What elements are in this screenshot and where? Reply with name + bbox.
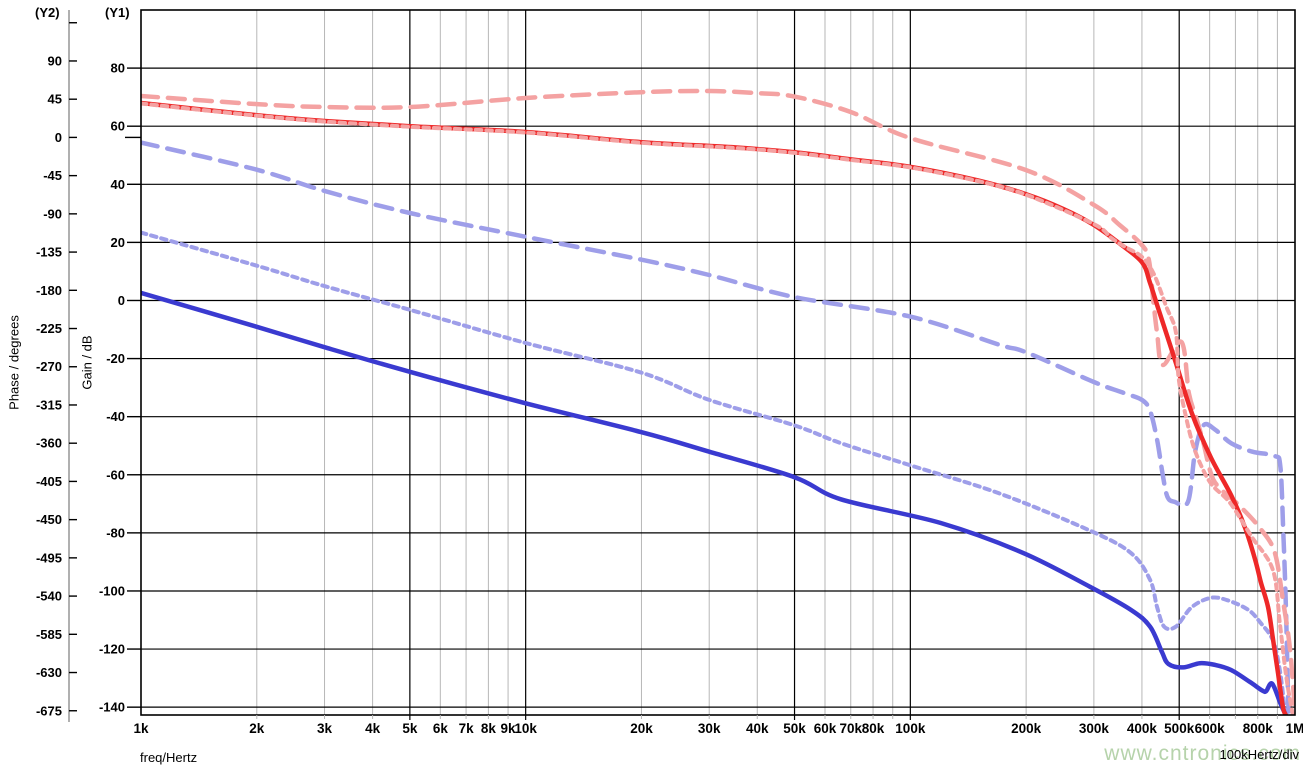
svg-text:3k: 3k xyxy=(317,721,333,736)
y1-axis-ticks xyxy=(127,67,141,708)
svg-text:80: 80 xyxy=(111,61,125,76)
svg-text:20: 20 xyxy=(111,235,125,250)
x-axis-title: freq/Hertz xyxy=(140,750,198,765)
svg-text:40k: 40k xyxy=(746,721,769,736)
svg-text:-225: -225 xyxy=(36,321,62,336)
svg-text:100k: 100k xyxy=(895,721,926,736)
curve-phase-dashed xyxy=(141,140,1291,714)
svg-text:-360: -360 xyxy=(36,436,62,451)
svg-text:60: 60 xyxy=(111,119,125,134)
y1-axis-header: (Y1) xyxy=(105,5,130,20)
y1-tick-labels: 80 60 40 20 0 -20 -40 -60 -80 -100 -120 -140 xyxy=(99,61,125,715)
svg-text:-40: -40 xyxy=(106,409,125,424)
svg-text:-405: -405 xyxy=(36,474,62,489)
svg-text:-140: -140 xyxy=(99,700,125,715)
svg-text:1M: 1M xyxy=(1286,721,1303,736)
svg-text:-90: -90 xyxy=(43,206,62,221)
svg-text:-630: -630 xyxy=(36,665,62,680)
y2-axis-ticks xyxy=(69,22,77,712)
svg-text:-45: -45 xyxy=(43,168,62,183)
svg-text:10k: 10k xyxy=(514,721,537,736)
svg-text:9k: 9k xyxy=(501,721,517,736)
svg-text:-120: -120 xyxy=(99,642,125,657)
svg-text:5k: 5k xyxy=(402,721,418,736)
svg-text:6k: 6k xyxy=(433,721,449,736)
curve-phase-dotted xyxy=(141,230,1287,712)
svg-text:600k: 600k xyxy=(1195,721,1226,736)
curves-layer xyxy=(141,88,1295,715)
plot-border xyxy=(140,9,1296,716)
svg-text:-495: -495 xyxy=(36,550,62,565)
svg-text:-540: -540 xyxy=(36,589,62,604)
svg-text:-675: -675 xyxy=(36,703,62,718)
svg-text:800k: 800k xyxy=(1243,721,1274,736)
svg-text:60k: 60k xyxy=(814,721,837,736)
svg-text:-180: -180 xyxy=(36,283,62,298)
svg-text:-585: -585 xyxy=(36,627,62,642)
svg-text:400k: 400k xyxy=(1127,721,1158,736)
svg-text:0: 0 xyxy=(118,293,125,308)
svg-text:-315: -315 xyxy=(36,397,62,412)
svg-text:40: 40 xyxy=(111,177,125,192)
x-axis-stub-ticks xyxy=(256,715,1278,720)
grid-minor-vertical xyxy=(256,10,1278,715)
svg-text:-135: -135 xyxy=(36,245,62,260)
y2-tick-labels: 90 45 0 -45 -90 -135 -180 -225 -270 -315 -360 -405 -… xyxy=(36,53,62,718)
svg-text:20k: 20k xyxy=(630,721,653,736)
svg-text:50k: 50k xyxy=(783,721,806,736)
svg-text:-270: -270 xyxy=(36,359,62,374)
svg-text:4k: 4k xyxy=(365,721,381,736)
svg-text:-450: -450 xyxy=(36,512,62,527)
svg-text:200k: 200k xyxy=(1011,721,1042,736)
y2-axis-header: (Y2) xyxy=(35,5,60,20)
svg-text:-80: -80 xyxy=(106,525,125,540)
svg-text:500k: 500k xyxy=(1164,721,1195,736)
svg-text:-100: -100 xyxy=(99,583,125,598)
svg-text:45: 45 xyxy=(48,92,62,107)
curve-gain-dotted xyxy=(141,101,1295,715)
svg-text:90: 90 xyxy=(48,53,62,68)
svg-text:30k: 30k xyxy=(698,721,721,736)
svg-text:-60: -60 xyxy=(106,467,125,482)
y1-axis-title: Gain / dB xyxy=(79,335,95,390)
svg-text:1k: 1k xyxy=(133,721,149,736)
svg-text:300k: 300k xyxy=(1079,721,1110,736)
svg-text:80k: 80k xyxy=(862,721,885,736)
x-div-label: 100kHertz/div xyxy=(1219,747,1299,762)
svg-text:70k: 70k xyxy=(839,721,862,736)
svg-text:-20: -20 xyxy=(106,351,125,366)
curve-phase-solid xyxy=(141,290,1288,715)
watermark-text: www.cntronics.com xyxy=(1104,742,1301,765)
y2-axis-title: Phase / degrees xyxy=(6,315,22,410)
svg-text:2k: 2k xyxy=(249,721,265,736)
svg-text:7k: 7k xyxy=(459,721,475,736)
svg-text:0: 0 xyxy=(55,130,62,145)
svg-text:8k: 8k xyxy=(481,721,497,736)
